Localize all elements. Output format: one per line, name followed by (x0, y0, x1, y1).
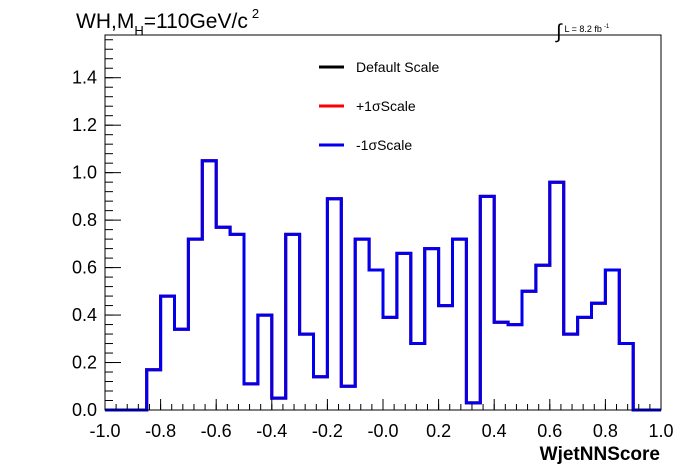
chart-title: WH,MH=110GeV/c 2 (76, 6, 259, 38)
x-tick-label: -0.4 (256, 421, 287, 441)
legend-label: Default Scale (356, 59, 439, 75)
x-tick-label: -0.2 (312, 421, 343, 441)
y-tick-label: 0.4 (72, 305, 97, 325)
legend: Default Scale +1σScale -1σScale (319, 59, 439, 153)
y-tick-label: 0.0 (72, 400, 97, 420)
y-tick-label: 1.0 (72, 163, 97, 183)
legend-label: +1σScale (356, 98, 416, 114)
y-tick-label: 1.4 (72, 68, 97, 88)
x-tick-label: -0.0 (367, 421, 398, 441)
y-tick-label: 0.6 (72, 258, 97, 278)
x-tick-label: -0.8 (145, 421, 176, 441)
x-axis-label: WjetNNScore (540, 444, 660, 465)
x-tick-label: -0.6 (201, 421, 232, 441)
y-tick-label: 0.8 (72, 210, 97, 230)
y-axis: 0.0 0.2 0.4 0.6 0.8 1.0 1.2 1.4 (72, 39, 121, 420)
luminosity-label: ∫ L = 8.2 fb -1 (555, 21, 610, 43)
x-tick-label: 0.2 (426, 421, 451, 441)
legend-label: -1σScale (356, 137, 412, 153)
x-tick-label: 0.4 (482, 421, 507, 441)
x-tick-label: 0.6 (537, 421, 562, 441)
y-tick-label: 1.2 (72, 115, 97, 135)
x-tick-label: 0.8 (593, 421, 618, 441)
x-tick-label: 1.0 (648, 421, 673, 441)
x-tick-label: -1.0 (89, 421, 120, 441)
y-tick-label: 0.2 (72, 353, 97, 373)
x-axis: -1.0 -0.8 -0.6 -0.4 -0.2 -0.0 0.2 0.4 0.6 0.8 1.0 (89, 399, 674, 441)
series-line-2 (105, 159, 661, 412)
